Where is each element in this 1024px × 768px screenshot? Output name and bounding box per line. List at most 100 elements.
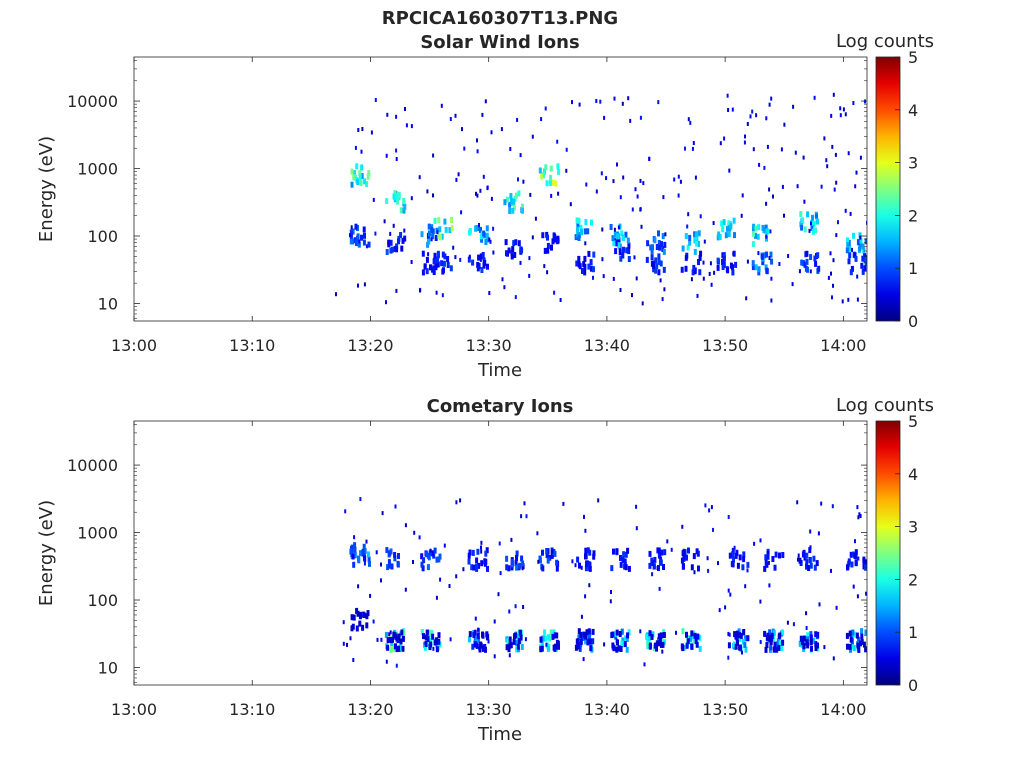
heatmap-cell — [517, 638, 521, 645]
heatmap-cell — [358, 620, 362, 627]
heatmap-cell — [454, 255, 457, 260]
heatmap-cell — [471, 549, 475, 556]
heatmap-cell — [548, 554, 552, 561]
heatmap-cell — [675, 630, 677, 635]
heatmap-cell — [359, 550, 363, 557]
heatmap-cell — [721, 226, 725, 233]
heatmap-cell — [802, 643, 806, 650]
heatmap-cell — [584, 565, 588, 572]
heatmap-cell — [751, 264, 755, 271]
heatmap-cell — [808, 547, 812, 554]
heatmap-cell — [565, 147, 568, 152]
heatmap-cell — [797, 553, 800, 558]
heatmap-cell — [584, 553, 588, 560]
heatmap-cell — [515, 564, 519, 571]
heatmap-cell — [600, 171, 603, 176]
heatmap-cell — [493, 654, 496, 659]
heatmap-cell — [421, 250, 425, 257]
heatmap-cell — [800, 259, 804, 266]
heatmap-cell — [839, 106, 842, 111]
heatmap-cell — [731, 547, 735, 554]
heatmap-cell — [707, 568, 710, 573]
heatmap-cell — [484, 99, 487, 104]
heatmap-cell — [562, 501, 565, 506]
heatmap-cell — [661, 233, 665, 240]
heatmap-cell — [697, 259, 700, 265]
heatmap-cell — [389, 637, 393, 643]
heatmap-cell — [505, 564, 509, 571]
heatmap-cell — [485, 631, 489, 638]
heatmap-cell — [811, 228, 815, 235]
heatmap-cell — [595, 99, 598, 103]
heatmap-cell — [650, 254, 654, 261]
heatmap-cell — [540, 173, 544, 180]
heatmap-cell — [375, 550, 378, 555]
heatmap-cell — [508, 201, 512, 208]
y-tick-label: 10 — [98, 294, 118, 313]
heatmap-cell — [634, 187, 637, 192]
heatmap-cell — [615, 638, 618, 643]
heatmap-cell — [543, 629, 547, 636]
colorbar — [875, 56, 901, 322]
heatmap-cell — [427, 223, 431, 230]
heatmap-cell — [576, 231, 580, 238]
heatmap-cell — [480, 549, 483, 554]
y-tick-label: 10000 — [67, 456, 118, 475]
y-tick-label: 1000 — [77, 524, 118, 543]
heatmap-cell — [645, 256, 649, 263]
x-tick-label: 13:40 — [584, 700, 630, 719]
heatmap-cell — [586, 228, 590, 235]
heatmap-cell — [488, 291, 491, 295]
heatmap-cell — [617, 225, 620, 230]
heatmap-cell — [849, 269, 853, 276]
heatmap-cell — [763, 165, 766, 170]
heatmap-cell — [727, 515, 730, 519]
heatmap-cell — [853, 552, 857, 559]
heatmap-cell — [729, 592, 732, 597]
heatmap-cell — [400, 629, 404, 636]
heatmap-cell — [695, 641, 699, 648]
heatmap-cell — [431, 633, 435, 640]
heatmap-cell — [612, 179, 615, 184]
x-tick-label: 13:00 — [111, 336, 157, 355]
heatmap-cell — [477, 627, 480, 632]
heatmap-cell — [480, 560, 484, 567]
heatmap-cell — [592, 550, 596, 557]
heatmap-cell — [757, 224, 761, 231]
heatmap-cell — [559, 298, 562, 302]
heatmap-cell — [383, 219, 386, 224]
heatmap-cell — [537, 559, 540, 564]
heatmap-cell — [814, 645, 818, 651]
heatmap-cell — [802, 635, 806, 642]
heatmap-cell — [796, 184, 799, 189]
heatmap-cell — [589, 265, 593, 272]
heatmap-cell — [832, 656, 835, 661]
heatmap-cell — [754, 225, 758, 232]
heatmap-cell — [499, 571, 502, 576]
heatmap-cell — [781, 552, 785, 558]
heatmap-cell — [662, 195, 665, 200]
heatmap-cell — [857, 636, 861, 643]
heatmap-cell — [385, 547, 389, 554]
heatmap-cell — [684, 146, 686, 151]
heatmap-cell — [694, 231, 698, 238]
heatmap-cell — [420, 553, 424, 560]
heatmap-cell — [519, 153, 522, 158]
heatmap-cell — [812, 637, 816, 644]
heatmap-cell — [536, 531, 539, 536]
heatmap-cell — [520, 644, 524, 650]
heatmap-cell — [754, 232, 757, 239]
heatmap-cell — [663, 549, 667, 556]
heatmap-cell — [546, 247, 550, 254]
heatmap-cell — [528, 273, 531, 278]
heatmap-cell — [791, 282, 794, 287]
heatmap-cell — [508, 208, 512, 214]
heatmap-cell — [738, 644, 742, 651]
heatmap-cell — [384, 631, 388, 638]
heatmap-cell — [421, 565, 425, 572]
heatmap-cell — [428, 230, 431, 237]
heatmap-cell — [846, 237, 850, 244]
heatmap-cell — [393, 555, 397, 562]
heatmap-cell — [357, 128, 360, 132]
